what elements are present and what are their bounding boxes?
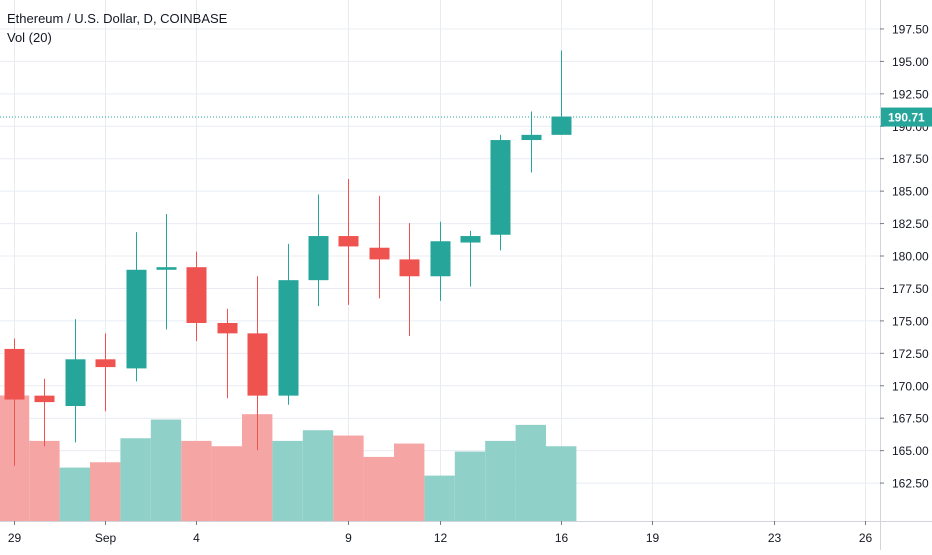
candle-body	[399, 259, 420, 277]
candle-body	[4, 348, 25, 400]
candle-body	[430, 241, 451, 277]
last-price-label: 190.71	[881, 107, 932, 127]
price-tick-label: 162.50	[892, 477, 929, 491]
candle-body	[95, 359, 116, 368]
candle-body	[460, 236, 481, 243]
time-tick-label: Sep	[95, 531, 117, 545]
candle-body	[369, 247, 390, 260]
volume-bar	[485, 440, 516, 521]
time-tick-label: 26	[859, 531, 873, 545]
volume-bar	[333, 435, 364, 521]
candles	[0, 50, 880, 466]
time-tick-label: 12	[434, 531, 448, 545]
volume-bar	[272, 440, 303, 521]
candle-body	[338, 236, 359, 247]
price-tick-label: 182.50	[892, 217, 929, 231]
last-price-label-bg	[881, 107, 932, 127]
symbol-title[interactable]: Ethereum / U.S. Dollar, D, COINBASE	[7, 11, 228, 26]
volume-bar	[394, 443, 425, 521]
candle-body	[551, 116, 572, 135]
volume-bar	[454, 451, 486, 521]
candle-body	[490, 140, 511, 235]
candle-body	[186, 267, 207, 323]
candle-body	[65, 359, 86, 407]
volume-bar	[120, 438, 151, 521]
candle-body	[34, 395, 55, 403]
volume-bar	[90, 462, 121, 521]
time-tick-label: 19	[646, 531, 660, 545]
volume-bar	[546, 446, 577, 521]
candle-body	[126, 269, 147, 369]
price-tick-label: 172.50	[892, 347, 929, 361]
chart-legend: Ethereum / U.S. Dollar, D, COINBASE Vol …	[7, 9, 227, 47]
candle-body	[521, 134, 542, 141]
price-tick-label: 192.50	[892, 87, 929, 101]
price-tick-label: 187.50	[892, 152, 929, 166]
time-tick-label: 16	[555, 531, 569, 545]
time-tick-label: 23	[768, 531, 782, 545]
volume-bar	[302, 430, 334, 521]
price-tick-label: 167.50	[892, 412, 929, 426]
price-tick-label: 195.00	[892, 55, 929, 69]
last-price-value: 190.71	[888, 111, 925, 125]
candle-body	[247, 333, 268, 396]
price-tick-label: 185.00	[892, 185, 929, 199]
price-tick-label: 180.00	[892, 250, 929, 264]
candle-body	[308, 236, 329, 281]
price-tick-label: 197.50	[892, 22, 929, 36]
time-tick-label: 9	[345, 531, 352, 545]
volume-bar	[150, 419, 182, 521]
candle-body	[156, 267, 177, 270]
price-tick-label: 177.50	[892, 282, 929, 296]
volume-bars	[0, 395, 577, 521]
time-tick-label: 4	[193, 531, 200, 545]
volume-indicator-label[interactable]: Vol (20)	[7, 30, 52, 45]
volume-bar	[181, 440, 212, 521]
time-tick-label: 29	[8, 531, 22, 545]
candle-body	[217, 322, 238, 334]
candle-body	[278, 280, 299, 396]
price-tick-label: 170.00	[892, 379, 929, 393]
volume-bar	[59, 467, 90, 521]
volume-bar	[424, 475, 455, 521]
volume-bar	[363, 456, 394, 521]
volume-bar	[211, 446, 242, 521]
price-tick-label: 165.00	[892, 444, 929, 458]
price-tick-label: 175.00	[892, 314, 929, 328]
volume-bar	[515, 424, 546, 521]
volume-bar	[29, 440, 60, 521]
